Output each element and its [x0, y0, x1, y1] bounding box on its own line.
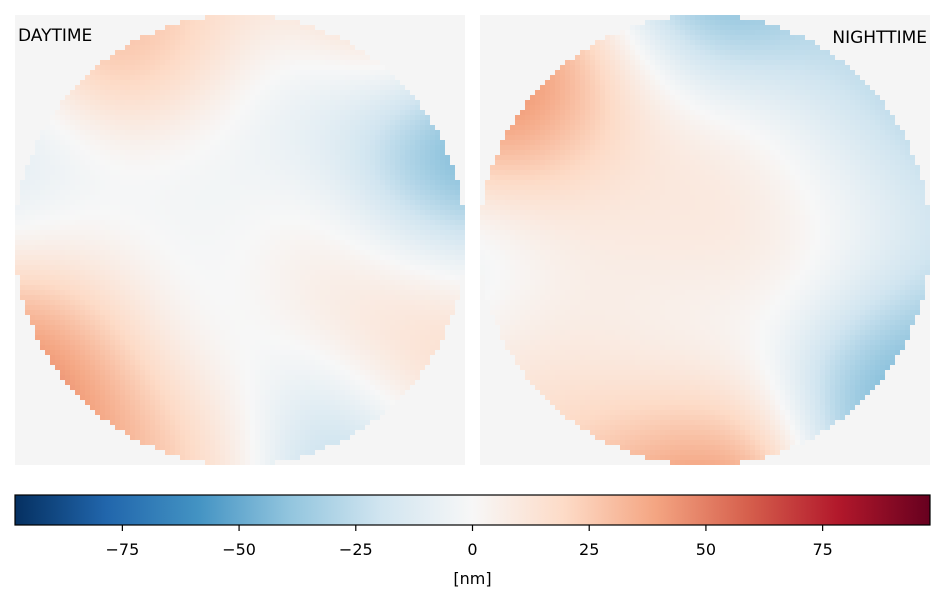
colorbar-tick-label: 50: [696, 540, 716, 559]
colorbar-tick-label: −25: [339, 540, 373, 559]
colorbar-tick-label: 25: [579, 540, 599, 559]
daytime-label: DAYTIME: [18, 26, 92, 46]
colorbar-tick-label: −75: [105, 540, 139, 559]
nighttime-panel: NIGHTTIME: [480, 15, 930, 465]
daytime-wavefront-map: [15, 15, 465, 465]
colorbar-label: [nm]: [453, 569, 491, 588]
daytime-panel: DAYTIME: [15, 15, 465, 465]
colorbar-tick-label: 0: [467, 540, 477, 559]
colorbar-ticks: −75 −50 −25 0 25 50 75: [105, 525, 833, 559]
colorbar-tick-label: 75: [812, 540, 832, 559]
colorbar-tick-label: −50: [222, 540, 256, 559]
nighttime-label: NIGHTTIME: [832, 28, 927, 48]
nighttime-wavefront-map: [480, 15, 930, 465]
colorbar-gradient: [14, 494, 931, 526]
colorbar: −75 −50 −25 0 25 50 75 [nm]: [14, 494, 931, 588]
